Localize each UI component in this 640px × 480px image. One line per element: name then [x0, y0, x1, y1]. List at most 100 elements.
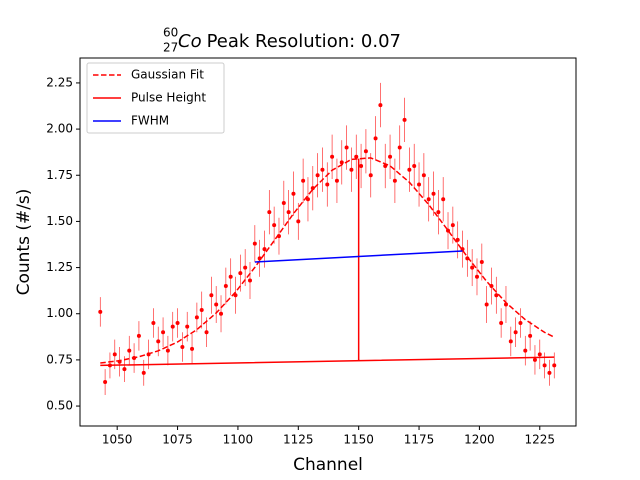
- legend-label: Gaussian Fit: [131, 68, 204, 82]
- data-point: [368, 173, 373, 178]
- data-point: [301, 178, 306, 183]
- data-point: [286, 210, 291, 215]
- data-point: [470, 265, 475, 270]
- y-tick-label: 1.00: [46, 306, 73, 320]
- x-tick-label: 1225: [525, 433, 556, 447]
- data-point: [334, 178, 339, 183]
- data-point: [151, 320, 156, 325]
- y-tick-label: 2.25: [46, 75, 73, 89]
- y-tick-label: 1.75: [46, 168, 73, 182]
- data-point: [392, 178, 397, 183]
- y-tick-label: 0.75: [46, 352, 73, 366]
- data-point: [431, 191, 436, 196]
- data-point: [180, 344, 185, 349]
- data-point: [228, 274, 233, 279]
- series-line: [100, 158, 555, 367]
- data-point: [494, 293, 499, 298]
- data-point: [508, 339, 513, 344]
- data-point: [421, 173, 426, 178]
- data-point: [204, 330, 209, 335]
- data-point: [518, 320, 523, 325]
- data-point: [199, 308, 204, 313]
- data-point: [296, 219, 301, 224]
- data-point: [291, 191, 296, 196]
- data-point: [305, 197, 310, 202]
- data-point: [161, 330, 166, 335]
- title-text: Peak Resolution: 0.07: [207, 31, 401, 52]
- x-tick-label: 1075: [162, 433, 193, 447]
- data-point: [397, 145, 402, 150]
- data-point: [388, 154, 393, 159]
- data-point: [479, 260, 484, 265]
- data-point: [523, 348, 528, 353]
- x-axis-label: Channel: [293, 455, 363, 475]
- plot-area: [98, 82, 557, 395]
- data-point: [214, 302, 219, 307]
- data-point: [122, 367, 127, 372]
- data-point: [272, 223, 277, 228]
- data-point: [310, 186, 315, 191]
- data-point: [339, 160, 344, 165]
- data-point: [528, 333, 533, 338]
- data-point: [455, 237, 460, 242]
- data-point: [281, 200, 286, 205]
- x-tick-label: 1175: [404, 433, 435, 447]
- data-point: [354, 154, 359, 159]
- data-point: [373, 136, 378, 141]
- data-point: [537, 352, 542, 357]
- title-element: Co Peak Resolution: 0.07: [178, 31, 401, 52]
- data-point: [209, 293, 214, 298]
- data-point: [141, 370, 146, 375]
- y-tick-label: 1.25: [46, 260, 73, 274]
- data-point: [402, 117, 407, 122]
- data-point: [267, 210, 272, 215]
- data-point: [378, 103, 383, 108]
- series-line: [254, 250, 463, 263]
- data-point: [532, 357, 537, 362]
- data-point: [156, 339, 161, 344]
- x-tick-label: 1100: [223, 433, 254, 447]
- data-point: [320, 167, 325, 172]
- data-point: [417, 182, 422, 187]
- data-point: [257, 256, 262, 261]
- data-point: [330, 154, 335, 159]
- data-point: [426, 197, 431, 202]
- data-point: [238, 271, 243, 276]
- data-point: [349, 167, 354, 172]
- data-point: [165, 348, 170, 353]
- data-point: [412, 164, 417, 169]
- data-point: [248, 278, 253, 283]
- data-point: [219, 311, 224, 316]
- data-point: [190, 346, 195, 351]
- axes-frame: [79, 57, 577, 427]
- data-point: [344, 145, 349, 150]
- legend-label: Pulse Height: [131, 91, 206, 105]
- data-point: [185, 324, 190, 329]
- data-point: [325, 182, 330, 187]
- data-point: [127, 348, 132, 353]
- data-point: [552, 363, 557, 368]
- data-point: [262, 247, 267, 252]
- legend-label: FWHM: [131, 114, 169, 128]
- data-point: [547, 370, 552, 375]
- series-line: [100, 157, 555, 364]
- title-atomic-number: 27: [163, 41, 178, 55]
- data-point: [436, 210, 441, 215]
- data-point: [175, 320, 180, 325]
- title-mass-number: 60: [163, 26, 178, 40]
- data-point: [441, 197, 446, 202]
- y-tick-label: 0.50: [46, 399, 73, 413]
- data-point: [170, 324, 175, 329]
- data-point: [315, 173, 320, 178]
- x-tick-label: 1125: [283, 433, 314, 447]
- legend-box: [86, 62, 225, 134]
- data-point: [103, 380, 108, 385]
- data-point: [499, 320, 504, 325]
- x-tick-label: 1200: [464, 433, 495, 447]
- data-point: [407, 167, 412, 172]
- data-point: [194, 315, 199, 320]
- data-point: [542, 363, 547, 368]
- data-point: [223, 284, 228, 289]
- data-point: [136, 333, 141, 338]
